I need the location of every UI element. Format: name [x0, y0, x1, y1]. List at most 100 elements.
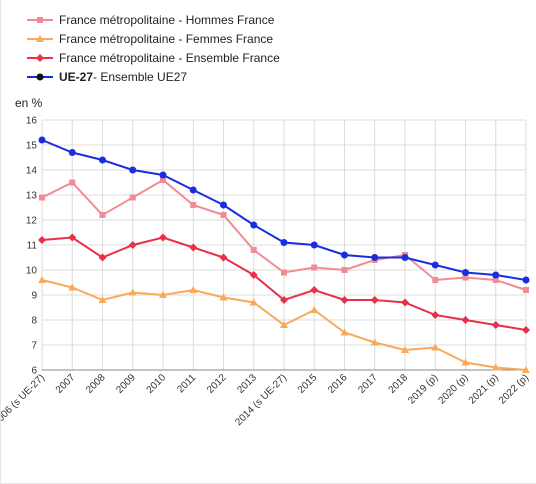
x-tick-label: 2010	[145, 372, 169, 396]
data-point[interactable]	[431, 261, 439, 269]
data-point[interactable]	[68, 283, 77, 291]
legend-marker-square-icon	[27, 14, 53, 26]
y-tick-label: 11	[27, 241, 38, 252]
data-point[interactable]	[280, 239, 288, 246]
data-point[interactable]	[491, 321, 500, 329]
y-tick-label: 16	[26, 116, 38, 127]
data-point[interactable]	[522, 276, 530, 284]
data-point[interactable]	[68, 149, 76, 156]
data-point[interactable]	[69, 179, 76, 186]
data-point[interactable]	[281, 269, 287, 276]
x-tick-label: 2017	[356, 372, 380, 396]
data-point[interactable]	[340, 328, 349, 336]
data-point[interactable]	[128, 288, 137, 296]
data-point[interactable]	[491, 363, 500, 371]
data-point[interactable]	[39, 194, 45, 201]
legend-label-ue27-suffix: - Ensemble UE27	[93, 69, 188, 84]
data-point[interactable]	[492, 277, 499, 283]
data-point[interactable]	[371, 254, 379, 261]
x-tick-label: 2021 (p)	[467, 372, 501, 406]
data-point[interactable]	[310, 286, 319, 294]
data-point[interactable]	[99, 212, 106, 218]
legend-label-ue27: UE-27	[59, 69, 94, 84]
data-point[interactable]	[311, 264, 318, 271]
data-point[interactable]	[98, 296, 107, 303]
data-point[interactable]	[129, 194, 136, 201]
y-tick-label: 15	[26, 141, 38, 152]
data-point[interactable]	[280, 296, 288, 304]
data-point[interactable]	[340, 296, 349, 304]
data-point[interactable]	[522, 326, 530, 334]
data-point[interactable]	[401, 298, 409, 307]
legend-marker-triangle-icon	[27, 33, 53, 45]
legend-item-hommes[interactable]: France métropolitaine - Hommes France	[27, 10, 280, 29]
data-point[interactable]	[189, 243, 198, 252]
data-point[interactable]	[401, 346, 409, 353]
data-point[interactable]	[431, 311, 440, 319]
data-point[interactable]	[249, 271, 258, 279]
y-tick-label: 14	[26, 166, 38, 177]
data-point[interactable]	[522, 366, 530, 373]
data-point[interactable]	[432, 277, 439, 283]
data-point[interactable]	[370, 296, 379, 304]
x-tick-label: 2015	[296, 372, 320, 396]
legend-item-femmes[interactable]: France métropolitaine - Femmes France	[27, 29, 280, 48]
data-point[interactable]	[492, 271, 500, 279]
data-point[interactable]	[220, 212, 227, 218]
y-axis-label: en %	[15, 96, 43, 110]
x-tick-label: 2019 (p)	[406, 372, 440, 406]
y-tick-label: 13	[26, 191, 38, 202]
data-point[interactable]	[159, 233, 167, 242]
x-tick-label: 2022 (p)	[497, 372, 531, 406]
data-point[interactable]	[128, 241, 137, 249]
data-point[interactable]	[461, 358, 470, 366]
data-point[interactable]	[189, 286, 198, 293]
data-point[interactable]	[249, 298, 258, 306]
data-point[interactable]	[341, 267, 348, 273]
legend-item-ensemble[interactable]: France métropolitaine - Ensemble France	[27, 48, 280, 67]
data-point[interactable]	[370, 338, 379, 346]
data-point[interactable]	[159, 171, 167, 179]
legend-item-ue27[interactable]: UE-27 - Ensemble UE27	[27, 67, 280, 86]
legend-label-femmes: France métropolitaine - Femmes France	[59, 31, 274, 46]
data-point[interactable]	[310, 306, 319, 313]
data-point[interactable]	[38, 276, 46, 283]
data-point[interactable]	[341, 251, 348, 259]
x-tick-label: 2011	[175, 372, 198, 395]
data-point[interactable]	[462, 274, 469, 281]
legend-label-hommes: France métropolitaine - Hommes France	[59, 12, 275, 27]
data-point[interactable]	[523, 287, 529, 293]
y-tick-label: 8	[31, 316, 37, 327]
data-point[interactable]	[462, 269, 469, 276]
data-point[interactable]	[129, 166, 137, 174]
data-point[interactable]	[219, 293, 228, 301]
x-tick-label: 2006 (s UE-27)	[1, 372, 47, 428]
data-point[interactable]	[401, 254, 409, 261]
data-point[interactable]	[68, 233, 77, 242]
data-point[interactable]	[431, 343, 440, 351]
data-point[interactable]	[159, 291, 167, 298]
data-point[interactable]	[310, 241, 318, 249]
data-point[interactable]	[190, 202, 197, 208]
data-point[interactable]	[98, 253, 107, 262]
y-tick-label: 12	[26, 216, 38, 227]
data-point[interactable]	[250, 247, 257, 253]
data-point[interactable]	[189, 186, 197, 194]
data-point[interactable]	[99, 156, 106, 164]
y-tick-label: 6	[31, 366, 37, 377]
x-tick-label: 2018	[387, 372, 411, 396]
legend-marker-circle-icon	[27, 71, 53, 83]
data-point[interactable]	[219, 253, 228, 262]
data-point[interactable]	[38, 136, 46, 144]
y-tick-label: 9	[31, 291, 37, 302]
data-point[interactable]	[280, 321, 288, 328]
data-point[interactable]	[220, 201, 227, 209]
data-point[interactable]	[38, 236, 46, 244]
data-point[interactable]	[160, 177, 166, 183]
x-tick-label: 2007	[54, 372, 78, 396]
data-point[interactable]	[250, 221, 258, 229]
data-point[interactable]	[461, 316, 470, 324]
x-tick-label: 2016	[326, 372, 350, 396]
